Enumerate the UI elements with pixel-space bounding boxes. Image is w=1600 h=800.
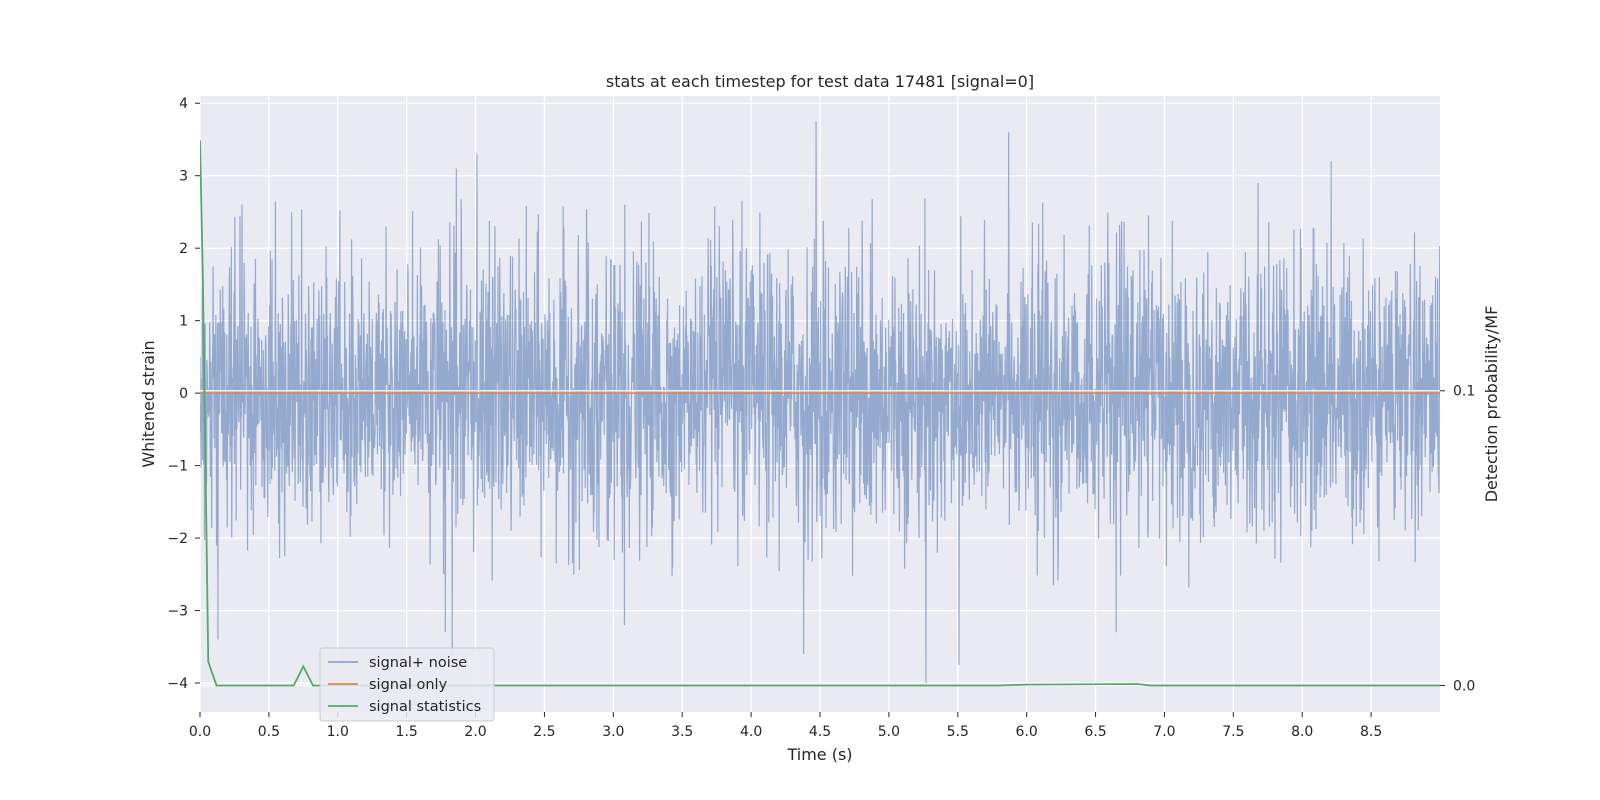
x-tick-label: 8.0 (1291, 724, 1313, 740)
x-tick-label: 4.0 (740, 724, 762, 740)
y-tick-label: 0 (179, 386, 188, 402)
x-tick-label: 3.0 (602, 724, 624, 740)
y-tick-label: 2 (179, 241, 188, 257)
legend-label-signal-noise: signal+ noise (369, 655, 467, 671)
y2-ticks: 0.1 0.0 (1440, 384, 1475, 694)
series-layer (200, 121, 1440, 687)
y-tick-label: −1 (167, 459, 188, 475)
x-tick-label: 2.0 (464, 724, 486, 740)
x-tick-label: 5.5 (947, 724, 969, 740)
legend-box (319, 647, 495, 722)
y2-tick-label: 0.0 (1453, 678, 1475, 694)
y2-tick-label: 0.1 (1453, 384, 1475, 400)
series-signal-statistics (200, 140, 1440, 687)
y-tick-label: −3 (167, 604, 188, 620)
x-tick-label: 7.0 (1153, 724, 1175, 740)
x-tick-label: 5.0 (878, 724, 900, 740)
x-tick-label: 6.0 (1016, 724, 1038, 740)
x-ticks: 0.0 0.5 1.0 1.5 2.0 2.5 3.0 3.5 4.0 4.5 5.0 5.5 6.0 6… (189, 712, 1382, 740)
legend-label-signal-statistics: signal statistics (369, 699, 481, 715)
x-tick-label: 7.5 (1222, 724, 1244, 740)
x-axis-label: Time (s) (786, 745, 852, 764)
x-tick-label: 0.0 (189, 724, 211, 740)
y-axis-label: Whitened strain (139, 340, 158, 467)
x-tick-label: 1.0 (327, 724, 349, 740)
y-tick-label: 1 (179, 314, 188, 330)
x-tick-label: 0.5 (258, 724, 280, 740)
y2-axis-label: Detection probability/MF (1482, 306, 1501, 503)
x-tick-label: 6.5 (1084, 724, 1106, 740)
series-signal-noise (200, 121, 1440, 684)
y-tick-label: −2 (167, 531, 188, 547)
x-tick-label: 1.5 (396, 724, 418, 740)
chart-title: stats at each timestep for test data 174… (606, 72, 1034, 91)
legend: signal+ noise signal only signal statist… (319, 647, 495, 722)
y-tick-label: 4 (179, 96, 188, 112)
y-tick-label: −4 (167, 676, 188, 692)
x-tick-label: 4.5 (809, 724, 831, 740)
y-tick-label: 3 (179, 169, 188, 185)
x-tick-label: 3.5 (671, 724, 693, 740)
legend-label-signal-only: signal only (369, 677, 448, 693)
y-ticks: 4 3 2 1 0 −1 −2 −3 −4 (167, 96, 200, 692)
x-tick-label: 2.5 (533, 724, 555, 740)
x-tick-label: 8.5 (1360, 724, 1382, 740)
